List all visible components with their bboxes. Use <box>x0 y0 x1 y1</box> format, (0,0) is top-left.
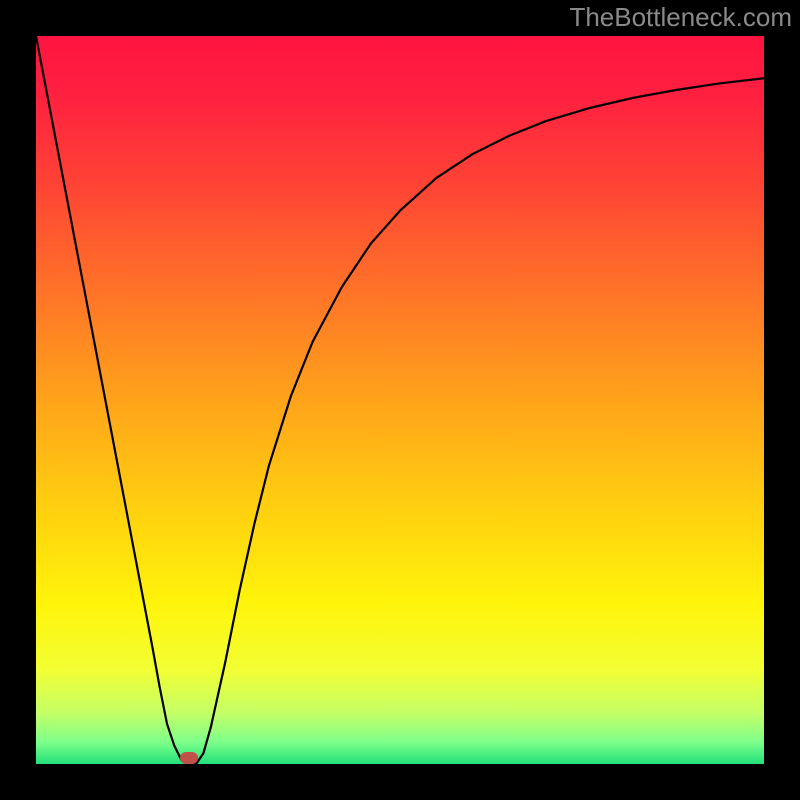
optimal-point-marker <box>180 752 198 764</box>
bottleneck-curve <box>36 36 764 764</box>
chart-frame: TheBottleneck.com <box>0 0 800 800</box>
watermark-text: TheBottleneck.com <box>569 2 792 33</box>
curve-path <box>36 36 764 764</box>
plot-area <box>36 36 764 764</box>
